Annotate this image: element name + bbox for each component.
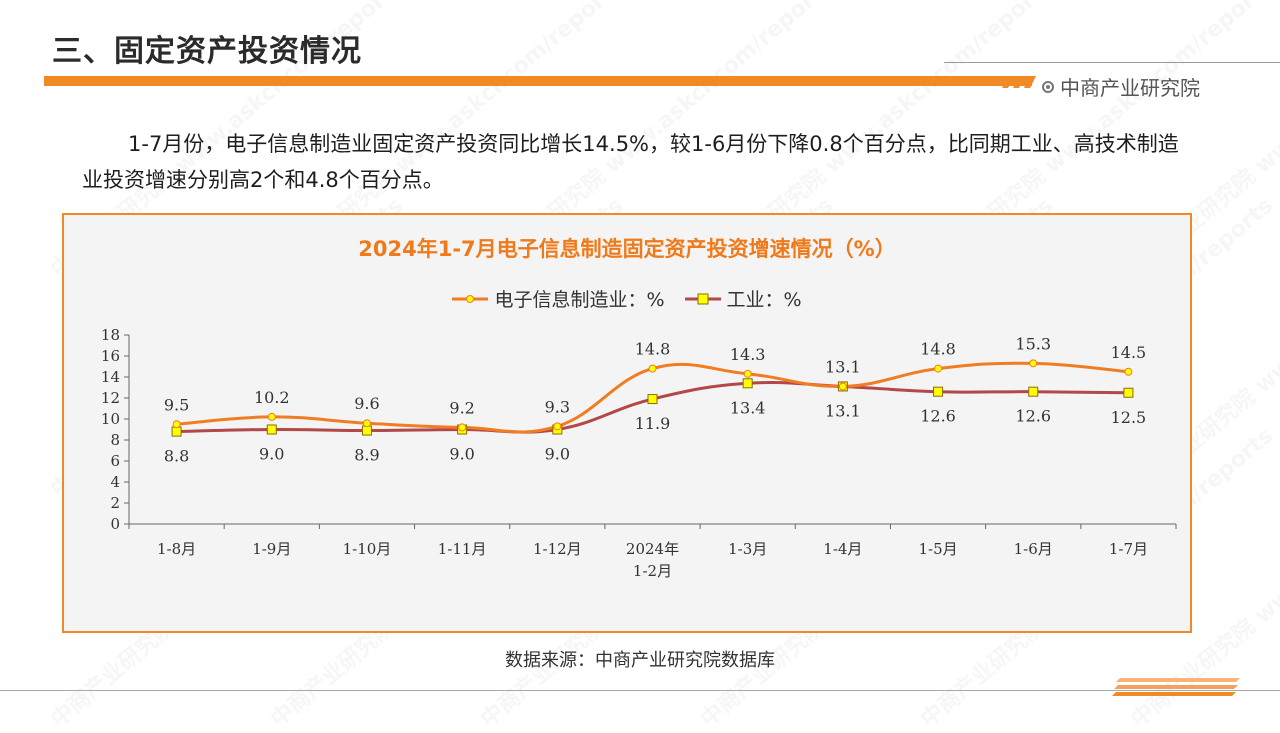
- legend-item-electronics: 电子信息制造业：%: [452, 285, 665, 312]
- x-tick-label: 1-3月: [728, 540, 767, 558]
- header-divider: [944, 62, 1280, 63]
- data-label-industry: 8.9: [354, 446, 379, 465]
- y-tick-label: 0: [110, 515, 120, 533]
- header-accent-bar: [44, 76, 1032, 86]
- x-tick-label: 1-10月: [343, 540, 392, 558]
- y-tick-label: 2: [110, 494, 120, 512]
- data-point-electronics: [934, 364, 943, 373]
- data-label-industry: 9.0: [545, 445, 570, 464]
- data-point-industry: [266, 424, 277, 435]
- x-tick-label: 1-9月: [252, 540, 291, 558]
- data-point-industry: [933, 386, 944, 397]
- data-label-industry: 13.1: [825, 401, 861, 420]
- data-label-industry: 11.9: [635, 414, 671, 433]
- data-point-electronics: [172, 420, 181, 429]
- data-label-electronics: 9.6: [354, 394, 379, 413]
- chart-title: 2024年1-7月电子信息制造固定资产投资增速情况（%）: [358, 237, 896, 261]
- data-label-industry: 12.6: [920, 407, 956, 426]
- data-point-industry: [647, 394, 658, 405]
- chart-legend: 电子信息制造业：% 工业：%: [64, 285, 1190, 312]
- data-label-electronics: 15.3: [1015, 334, 1051, 353]
- data-source-note: 数据来源：中商产业研究院数据库: [505, 650, 775, 671]
- x-tick-label: 1-11月: [438, 540, 487, 558]
- data-label-industry: 12.5: [1111, 408, 1147, 427]
- y-tick-label: 10: [101, 410, 120, 428]
- chart-panel: 2024年1-7月电子信息制造固定资产投资增速情况（%） 电子信息制造业：% 工…: [62, 213, 1192, 633]
- x-tick-label: 1-12月: [533, 540, 582, 558]
- data-label-industry: 13.4: [730, 398, 766, 417]
- data-point-electronics: [648, 364, 657, 373]
- x-tick-label: 1-6月: [1014, 540, 1053, 558]
- data-point-industry: [361, 425, 372, 436]
- brand-logo: 中商产业研究院: [1042, 72, 1200, 101]
- legend-label-industry: 工业：%: [726, 289, 802, 311]
- legend-line-circle-icon: [452, 294, 489, 303]
- y-tick-label: 8: [110, 431, 120, 449]
- page-title: 三、固定资产投资情况: [52, 34, 362, 69]
- line-chart: 0 2 4 6 8 10 12 14 16 18 1-8月 1-9月 1-10月 1-11月 1-12月 20…: [101, 326, 1177, 580]
- data-label-electronics: 9.5: [164, 395, 189, 414]
- y-tick-label: 16: [101, 347, 120, 365]
- x-tick-label: 1-8月: [157, 540, 196, 558]
- data-label-electronics: 14.5: [1111, 343, 1147, 362]
- data-point-industry: [1028, 386, 1039, 397]
- slash-decoration-icon: [1002, 76, 1036, 88]
- y-tick-label: 6: [110, 452, 120, 470]
- intro-paragraph: 1-7月份，电子信息制造业固定资产投资同比增长14.5%，较1-6月份下降0.8…: [82, 132, 1179, 192]
- x-tick-label: 1-4月: [823, 540, 862, 558]
- data-label-industry: 9.0: [259, 445, 284, 464]
- footer-divider: [0, 690, 1280, 691]
- legend-label-electronics: 电子信息制造业：%: [494, 289, 665, 311]
- data-label-electronics: 9.3: [545, 397, 570, 416]
- data-label-electronics: 14.8: [635, 340, 671, 359]
- x-tick-label: 1-2月: [633, 562, 672, 580]
- y-tick-label: 4: [110, 473, 120, 491]
- data-point-industry: [171, 426, 182, 437]
- y-tick-label: 18: [101, 326, 120, 344]
- data-point-electronics: [553, 422, 562, 431]
- data-point-electronics: [743, 369, 752, 378]
- data-point-electronics: [362, 419, 371, 428]
- data-label-industry: 9.0: [449, 445, 474, 464]
- data-label-electronics: 14.8: [920, 340, 956, 359]
- x-tick-label: 2024年: [626, 540, 679, 558]
- data-point-electronics: [458, 423, 467, 432]
- x-tick-label: 1-7月: [1109, 540, 1148, 558]
- data-label-industry: 12.6: [1015, 407, 1051, 426]
- legend-item-industry: 工业：%: [684, 285, 802, 312]
- data-point-electronics: [1124, 367, 1133, 376]
- x-tick-label: 1-5月: [918, 540, 957, 558]
- data-point-electronics: [838, 382, 847, 391]
- data-label-electronics: 10.2: [254, 388, 290, 407]
- y-tick-label: 12: [101, 389, 120, 407]
- data-point-electronics: [267, 412, 276, 421]
- brand-circle-icon: [1042, 80, 1054, 93]
- y-tick-label: 14: [101, 368, 120, 386]
- data-point-industry: [1123, 387, 1134, 398]
- data-label-electronics: 9.2: [449, 398, 474, 417]
- brand-name: 中商产业研究院: [1060, 76, 1200, 100]
- legend-line-square-icon: [684, 293, 721, 304]
- data-point-electronics: [1029, 359, 1038, 368]
- data-label-electronics: 13.1: [825, 357, 861, 376]
- footer-stripes-icon: [1112, 678, 1240, 696]
- data-label-electronics: 14.3: [730, 345, 766, 364]
- data-label-industry: 8.8: [164, 447, 189, 466]
- data-point-industry: [742, 378, 753, 389]
